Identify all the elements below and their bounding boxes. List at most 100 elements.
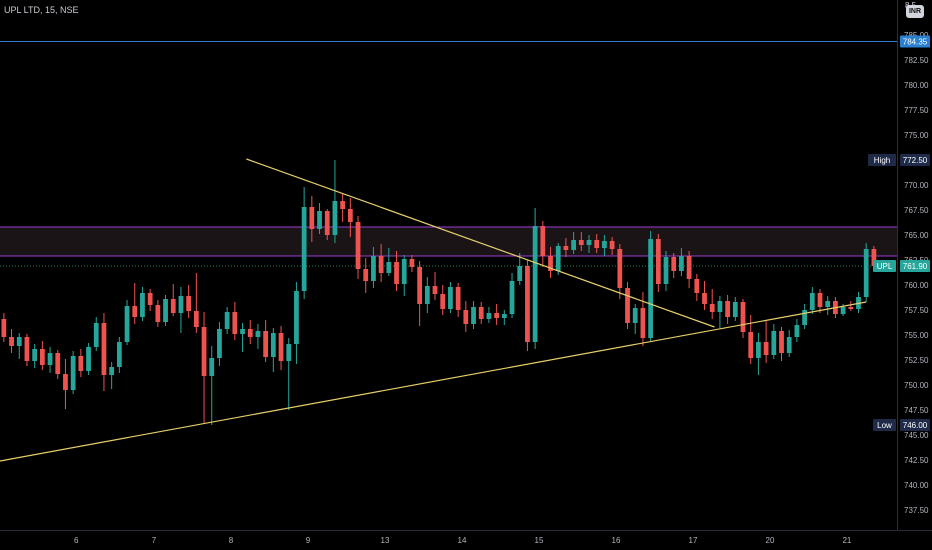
candle [740,299,746,338]
candle [317,203,322,234]
candle-body [640,308,646,338]
candle-body [186,296,192,311]
candle [471,301,476,329]
candle-body [301,207,307,291]
candle [1,313,7,342]
candle-body [863,249,869,297]
candle [278,326,284,370]
badge-value: 746.00 [903,421,928,430]
candle [178,287,184,333]
badge-label: High [874,156,890,165]
candle [201,312,207,423]
candle-body [463,310,469,324]
candle-body [525,266,530,342]
candle-body [509,281,515,314]
candle-body [270,333,276,357]
candle-body [309,207,315,229]
time-tick-label: 15 [535,536,544,545]
candle [663,251,669,291]
candle-body [602,241,607,248]
candle-body [32,349,38,361]
candle [9,329,14,353]
candle-body [409,259,415,267]
currency-badge[interactable]: INR [906,5,924,18]
candle [47,347,53,373]
candle-body [440,294,446,309]
badge-value: 772.50 [903,156,928,165]
candle [779,327,784,361]
time-axis[interactable]: 6 7 8 9 13 14 15 16 17 20 21 [74,536,852,545]
candle-body [732,302,738,317]
candle [324,209,330,240]
candle-body [24,337,30,361]
badge-label-bg [873,260,896,272]
candle-body [586,240,592,245]
candle [448,282,453,313]
price-tick-label: 740.00 [904,481,929,490]
candle [424,277,430,313]
candle-body [93,323,99,347]
candle-body [47,353,53,365]
candle-body [771,331,777,355]
candle [155,300,161,327]
candle-body [378,256,384,273]
price-tick-label: 750.00 [904,381,929,390]
candle-body [517,266,523,281]
candle-body [740,302,746,332]
candle [294,282,299,364]
candle-body [163,299,168,322]
candle [809,287,815,314]
trendlines[interactable] [0,158,867,462]
candle [109,362,115,389]
candle-body [401,259,407,284]
symbol-title[interactable]: UPL LTD, 15, NSE [4,5,79,15]
candle [140,287,145,321]
support-trendline[interactable] [0,301,867,462]
candle [709,289,715,319]
candle-body [155,305,161,322]
price-tick-label: 757.50 [904,306,929,315]
badge-value-bg [900,35,930,48]
candle [532,208,538,349]
candle-body [478,307,484,319]
candle-body [802,310,807,325]
time-tick-label: 8 [229,536,234,545]
resistance-trendline[interactable] [246,158,715,328]
price-tick-label: 775.00 [904,131,929,140]
candle [332,160,338,243]
price-tick-label: 747.50 [904,406,929,415]
candle [394,251,399,291]
candle-body [63,374,68,390]
time-tick-label: 21 [842,536,851,545]
candle [101,313,107,391]
candle-body [340,201,346,209]
candle [301,187,307,299]
candle [548,247,553,278]
candle [124,300,130,345]
candle [571,232,577,254]
candle [417,261,423,326]
candle-body [363,269,369,281]
candle [116,337,122,373]
candle [540,221,546,267]
candle [578,232,584,251]
candle-body [317,211,322,229]
price-tick-label: 752.50 [904,356,929,365]
candle [409,255,415,272]
candle [494,304,500,325]
badge-value-bg [900,419,930,431]
candle-body [224,312,230,329]
badge-label: Low [877,421,892,430]
candle-body [632,308,638,323]
candle-body [486,313,492,319]
candle-body [116,342,122,367]
candle-body [140,293,145,317]
price-axis[interactable]: 737.50 740.00 742.50 745.00 747.50 750.00 752.… [904,31,929,515]
price-badges: 784.35 High 772.50 UPL 761.90 Low 746.00 [868,35,930,431]
candle [732,297,738,321]
candle [270,328,276,372]
candle-body [609,241,615,249]
candle-body [55,353,61,374]
candle-body [679,256,684,271]
